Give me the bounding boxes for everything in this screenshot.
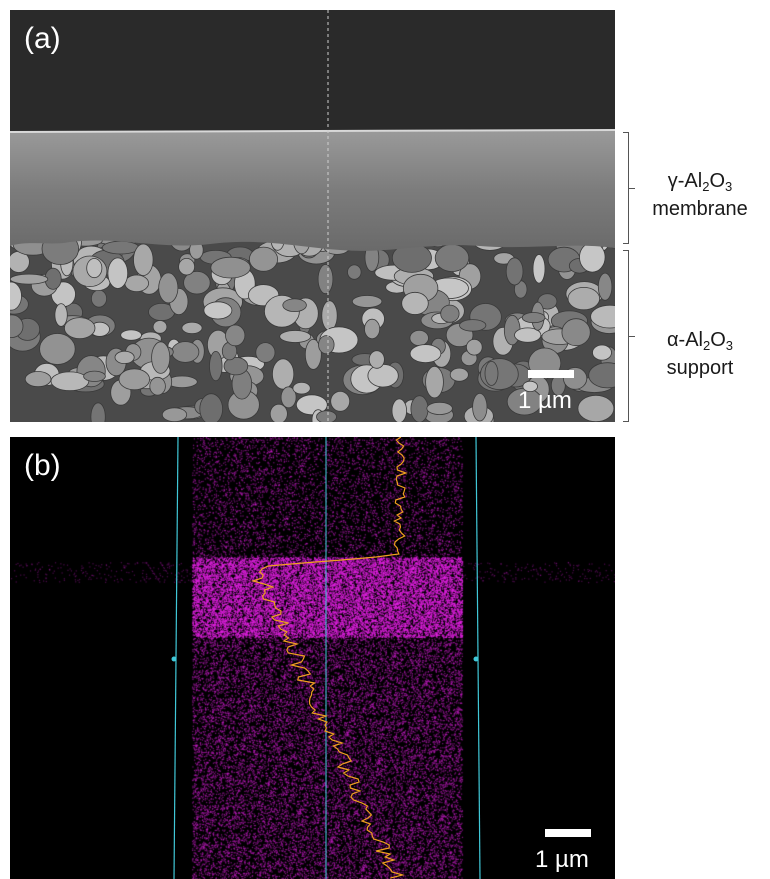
- membrane-bracket: [623, 132, 635, 244]
- left-marker: [171, 656, 177, 662]
- membrane-top-edge: [10, 129, 615, 133]
- scale-bar-b: [545, 829, 591, 837]
- support-annotation: α-Al2O3 support: [630, 327, 770, 382]
- membrane-annotation: γ-Al2O3 membrane: [630, 168, 770, 223]
- vacuum-region: [10, 10, 615, 132]
- concentration-line-profile: [250, 437, 408, 879]
- scale-bar-a: [528, 370, 574, 378]
- scale-text-a: 1 µm: [518, 387, 572, 414]
- right-marker: [473, 656, 479, 662]
- sem-micrograph: [10, 10, 615, 422]
- panel-a-label: (a): [24, 22, 61, 55]
- edx-map-panel: (b) 1 µm: [10, 437, 615, 879]
- membrane-name: membrane: [652, 197, 748, 220]
- support-formula: α-Al2O3: [666, 329, 734, 353]
- panel-b-label: (b): [24, 449, 61, 482]
- sem-image-panel: (a) 1 µm: [10, 10, 615, 422]
- scale-text-b: 1 µm: [535, 846, 589, 873]
- membrane-layer: [10, 130, 615, 251]
- edx-element-map: [10, 437, 615, 879]
- membrane-formula: γ-Al2O3: [667, 170, 733, 194]
- support-name: support: [666, 356, 734, 379]
- support-bracket: [623, 250, 635, 422]
- edx-overlay: [171, 437, 481, 879]
